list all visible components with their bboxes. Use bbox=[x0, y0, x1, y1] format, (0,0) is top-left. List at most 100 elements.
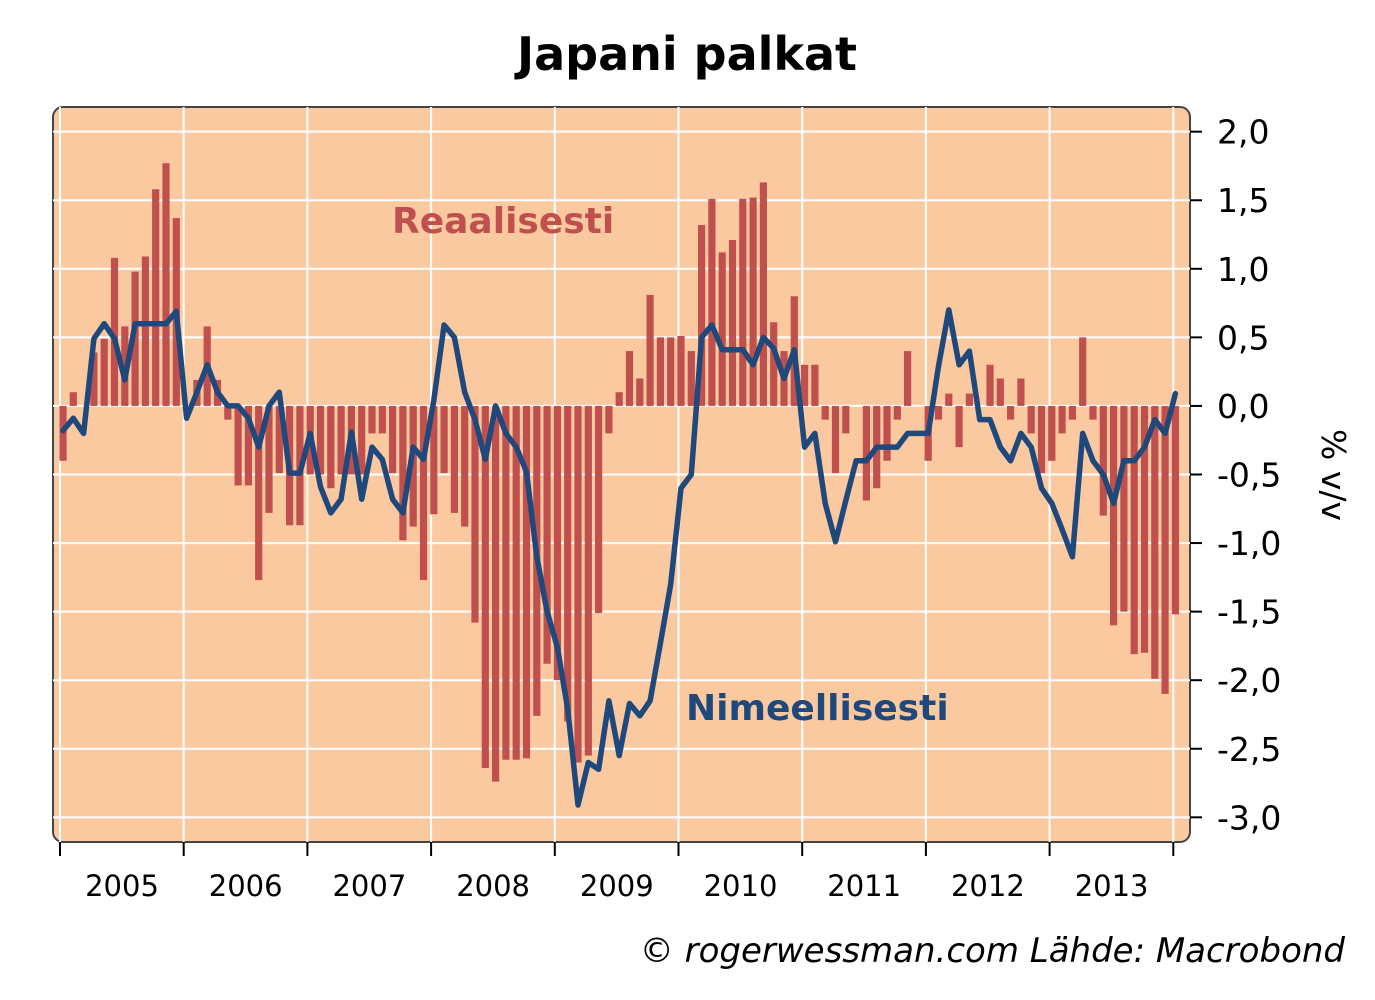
y-tick-label: 2,0 bbox=[1217, 113, 1269, 152]
bar bbox=[564, 405, 572, 722]
bar bbox=[893, 405, 901, 420]
bar bbox=[152, 189, 160, 406]
x-tick-label: 2011 bbox=[827, 869, 901, 903]
y-tick-label: -2,5 bbox=[1217, 730, 1281, 769]
bar bbox=[59, 405, 67, 461]
y-tick-label: 1,0 bbox=[1217, 250, 1269, 289]
bar bbox=[481, 405, 489, 768]
bar bbox=[492, 405, 500, 782]
bar bbox=[1130, 405, 1138, 655]
bar bbox=[1161, 405, 1169, 694]
bar bbox=[615, 392, 623, 406]
bar bbox=[945, 393, 953, 406]
bar bbox=[368, 405, 376, 434]
bar bbox=[1048, 405, 1056, 461]
bar bbox=[625, 351, 634, 406]
chart-title: Japani palkat bbox=[514, 27, 857, 81]
bar bbox=[234, 405, 242, 486]
bar bbox=[1007, 405, 1015, 420]
bar bbox=[718, 252, 726, 406]
bar bbox=[512, 405, 520, 760]
line-series-nimeellisesti bbox=[60, 307, 1179, 808]
bar bbox=[162, 163, 170, 406]
bar bbox=[1110, 405, 1118, 626]
bar bbox=[739, 198, 747, 406]
bar bbox=[904, 351, 912, 406]
x-tick-label: 2013 bbox=[1075, 869, 1149, 903]
bar bbox=[656, 337, 664, 406]
bar bbox=[255, 405, 263, 581]
y-tick-label: -1,0 bbox=[1217, 524, 1281, 563]
bar bbox=[1171, 405, 1179, 615]
bar bbox=[471, 405, 479, 623]
bar bbox=[522, 405, 531, 759]
x-tick-label: 2009 bbox=[580, 869, 654, 903]
y-axis-label: % v/v bbox=[1314, 429, 1353, 521]
bar bbox=[399, 405, 407, 541]
bar bbox=[327, 405, 335, 489]
bar bbox=[378, 405, 386, 434]
bar bbox=[1017, 378, 1025, 406]
bar bbox=[141, 256, 149, 406]
bar bbox=[574, 405, 582, 763]
bar bbox=[801, 364, 809, 406]
bar bbox=[605, 405, 613, 434]
bar bbox=[1068, 405, 1076, 420]
bar bbox=[389, 405, 397, 474]
y-tick-label: -3,0 bbox=[1217, 798, 1281, 837]
x-tick-label: 2005 bbox=[85, 869, 159, 903]
bar bbox=[708, 198, 716, 406]
bar bbox=[265, 405, 273, 513]
bar bbox=[667, 337, 675, 406]
bar bbox=[821, 405, 829, 420]
bar bbox=[687, 351, 695, 406]
bar bbox=[770, 322, 778, 406]
bar bbox=[1120, 405, 1128, 612]
bar bbox=[275, 405, 283, 474]
bar bbox=[1027, 405, 1035, 434]
y-tick-label: 0,5 bbox=[1217, 318, 1269, 357]
bar bbox=[110, 257, 119, 406]
y-axis: 2,0 1,5 1,0 0,5 0,0 -0,5 -1,0 -1,5 -2,0 -2,5 -3,0 bbox=[1190, 113, 1281, 837]
bar bbox=[553, 405, 561, 681]
y-tick-label: -2,0 bbox=[1217, 661, 1281, 700]
y-tick-label: -0,5 bbox=[1217, 456, 1281, 495]
bar bbox=[1058, 405, 1066, 434]
bar bbox=[934, 405, 943, 420]
x-tick-label: 2007 bbox=[332, 869, 406, 903]
bar bbox=[811, 364, 819, 406]
bar bbox=[955, 405, 963, 448]
y-tick-label: -1,5 bbox=[1217, 593, 1281, 632]
bar bbox=[996, 378, 1004, 406]
bar bbox=[430, 405, 438, 515]
bar bbox=[69, 392, 77, 406]
bar bbox=[677, 336, 685, 406]
bar bbox=[965, 393, 973, 406]
x-tick-label: 2012 bbox=[951, 869, 1025, 903]
x-tick-label: 2006 bbox=[209, 869, 283, 903]
bar bbox=[1079, 337, 1087, 406]
bar bbox=[595, 405, 603, 613]
bar bbox=[90, 352, 98, 406]
bar bbox=[698, 224, 706, 406]
bar bbox=[728, 240, 737, 406]
series-label-reaalisesti: Reaalisesti bbox=[392, 201, 614, 242]
bar bbox=[543, 405, 551, 664]
bar bbox=[502, 405, 510, 760]
bar bbox=[100, 338, 108, 406]
bar bbox=[461, 405, 469, 527]
series-line bbox=[60, 307, 1179, 808]
bar bbox=[862, 405, 870, 501]
bar bbox=[842, 405, 850, 434]
bar bbox=[358, 405, 366, 475]
bar bbox=[409, 405, 417, 527]
bar bbox=[1140, 405, 1149, 653]
bar bbox=[636, 378, 644, 406]
y-tick-label: 0,0 bbox=[1217, 387, 1269, 426]
bar bbox=[1089, 405, 1097, 420]
bar bbox=[1099, 405, 1107, 516]
bar bbox=[224, 405, 232, 420]
bar bbox=[831, 405, 840, 474]
source-credit: © rogerwessman.com Lähde: Macrobond bbox=[640, 931, 1346, 971]
